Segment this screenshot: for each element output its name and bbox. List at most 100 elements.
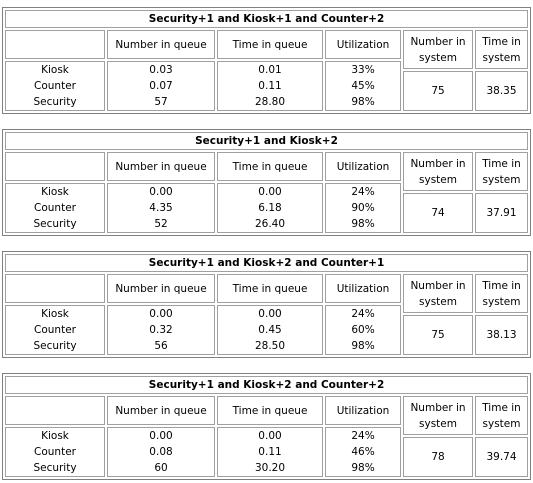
header-blank <box>5 152 105 181</box>
value: 0.01 <box>258 64 282 76</box>
number-in-system-value: 74 <box>403 193 473 233</box>
header-number-in-system: Number in system <box>403 152 473 192</box>
row-labels: Kiosk Counter Security <box>5 427 105 477</box>
value: 24% <box>351 308 375 320</box>
value: 0.00 <box>149 186 173 198</box>
row-labels: Kiosk Counter Security <box>5 61 105 111</box>
value: 98% <box>351 340 375 352</box>
value: 98% <box>351 96 375 108</box>
number-in-queue-values: 0.03 0.07 57 <box>107 61 215 111</box>
row-label-kiosk: Kiosk <box>41 64 69 76</box>
header-number-in-system: Number in system <box>403 274 473 314</box>
time-in-system-value: 38.13 <box>475 315 529 355</box>
value: 60% <box>351 324 375 336</box>
utilization-values: 24% 46% 98% <box>325 427 401 477</box>
row-labels: Kiosk Counter Security <box>5 183 105 233</box>
row-label-counter: Counter <box>34 324 76 336</box>
number-in-system-value: 78 <box>403 437 473 477</box>
header-time-in-queue: Time in queue <box>217 152 323 181</box>
row-label-security: Security <box>33 340 77 352</box>
time-in-queue-values: 0.00 0.11 30.20 <box>217 427 323 477</box>
number-in-queue-values: 0.00 0.32 56 <box>107 305 215 355</box>
row-label-security: Security <box>33 96 77 108</box>
header-blank <box>5 274 105 303</box>
header-utilization: Utilization <box>325 152 401 181</box>
value: 33% <box>351 64 375 76</box>
row-label-kiosk: Kiosk <box>41 430 69 442</box>
value: 0.08 <box>149 446 173 458</box>
number-in-queue-values: 0.00 4.35 52 <box>107 183 215 233</box>
value: 0.00 <box>258 430 282 442</box>
time-in-system-value: 37.91 <box>475 193 528 233</box>
header-number-in-queue: Number in queue <box>107 396 215 425</box>
header-utilization: Utilization <box>325 30 401 59</box>
utilization-values: 24% 60% 98% <box>325 305 401 355</box>
row-label-kiosk: Kiosk <box>41 186 69 198</box>
value: 90% <box>351 202 375 214</box>
scenario-title: Security+1 and Kiosk+2 <box>5 132 528 150</box>
value: 57 <box>154 96 168 108</box>
scenario-table-2: Security+1 and Kiosk+2 Number in queue T… <box>2 129 531 236</box>
row-label-security: Security <box>33 218 77 230</box>
header-blank <box>5 30 105 59</box>
utilization-values: 33% 45% 98% <box>325 61 401 111</box>
value: 0.00 <box>258 186 282 198</box>
value: 0.32 <box>149 324 173 336</box>
row-label-security: Security <box>33 462 77 474</box>
header-number-in-queue: Number in queue <box>107 30 215 59</box>
value: 24% <box>351 186 375 198</box>
value: 0.00 <box>149 430 173 442</box>
header-time-in-queue: Time in queue <box>217 30 323 59</box>
header-utilization: Utilization <box>325 274 401 303</box>
value: 30.20 <box>254 462 286 474</box>
header-number-in-queue: Number in queue <box>107 274 215 303</box>
header-time-in-queue: Time in queue <box>217 396 323 425</box>
time-in-queue-values: 0.00 0.45 28.50 <box>217 305 323 355</box>
row-label-counter: Counter <box>34 446 76 458</box>
value: 0.00 <box>149 308 173 320</box>
header-time-in-system: Time in system <box>475 152 528 192</box>
value: 0.07 <box>149 80 173 92</box>
scenario-table-3: Security+1 and Kiosk+2 and Counter+1 Num… <box>2 251 532 358</box>
value: 60 <box>154 462 168 474</box>
time-in-system-value: 39.74 <box>475 437 529 477</box>
value: 52 <box>154 218 168 230</box>
number-in-queue-values: 0.00 0.08 60 <box>107 427 215 477</box>
utilization-values: 24% 90% 98% <box>325 183 401 233</box>
scenario-title: Security+1 and Kiosk+1 and Counter+2 <box>5 10 529 28</box>
scenario-title: Security+1 and Kiosk+2 and Counter+1 <box>5 254 529 272</box>
row-label-kiosk: Kiosk <box>41 308 69 320</box>
value: 24% <box>351 430 375 442</box>
time-in-queue-values: 0.00 6.18 26.40 <box>217 183 323 233</box>
value: 26.40 <box>254 218 286 230</box>
row-label-counter: Counter <box>34 80 76 92</box>
value: 98% <box>351 462 375 474</box>
scenario-table-4: Security+1 and Kiosk+2 and Counter+2 Num… <box>2 373 532 480</box>
row-labels: Kiosk Counter Security <box>5 305 105 355</box>
time-in-system-value: 38.35 <box>475 71 529 111</box>
header-time-in-queue: Time in queue <box>217 274 323 303</box>
value: 0.11 <box>258 80 282 92</box>
number-in-system-value: 75 <box>403 71 473 111</box>
value: 0.45 <box>258 324 282 336</box>
value: 56 <box>154 340 168 352</box>
value: 46% <box>351 446 375 458</box>
value: 0.00 <box>258 308 282 320</box>
header-time-in-system: Time in system <box>475 274 529 314</box>
value: 6.18 <box>258 202 282 214</box>
value: 45% <box>351 80 375 92</box>
value: 98% <box>351 218 375 230</box>
value: 28.50 <box>254 340 286 352</box>
value: 0.11 <box>258 446 282 458</box>
header-time-in-system: Time in system <box>475 396 529 436</box>
time-in-queue-values: 0.01 0.11 28.80 <box>217 61 323 111</box>
value: 0.03 <box>149 64 173 76</box>
value: 28.80 <box>254 96 286 108</box>
scenario-table-1: Security+1 and Kiosk+1 and Counter+2 Num… <box>2 7 532 114</box>
scenario-title: Security+1 and Kiosk+2 and Counter+2 <box>5 376 529 394</box>
header-number-in-queue: Number in queue <box>107 152 215 181</box>
header-time-in-system: Time in system <box>475 30 529 70</box>
number-in-system-value: 75 <box>403 315 473 355</box>
header-utilization: Utilization <box>325 396 401 425</box>
row-label-counter: Counter <box>34 202 76 214</box>
